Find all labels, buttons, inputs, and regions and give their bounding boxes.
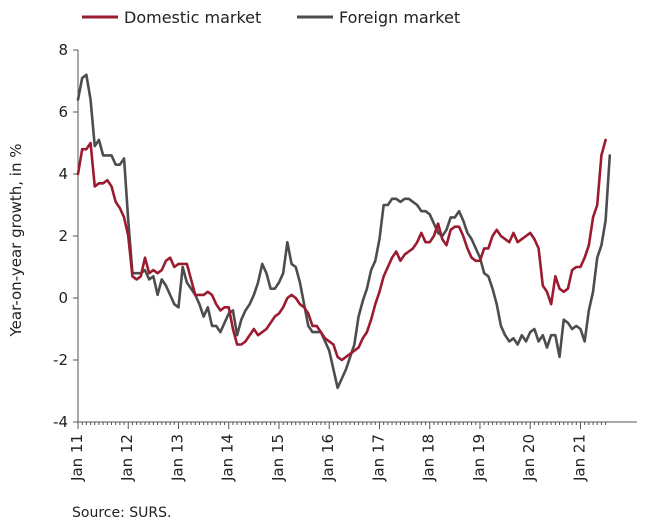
- y-tick-label: 6: [58, 103, 68, 121]
- x-tick-label: Jan 16: [319, 434, 337, 482]
- x-tick-label: Jan 11: [68, 434, 86, 482]
- y-axis-title: Year-on-year growth, in %: [7, 144, 25, 338]
- legend: Domestic market Foreign market: [82, 8, 460, 27]
- x-tick-label: Jan 18: [420, 434, 438, 482]
- x-tick-label: Jan 19: [470, 434, 488, 482]
- x-tick-label: Jan 12: [118, 434, 136, 482]
- series-line-foreign: [76, 73, 612, 390]
- y-tick-label: 8: [58, 41, 68, 59]
- x-tick-label: Jan 21: [570, 434, 588, 482]
- x-tick-label: Jan 15: [269, 434, 287, 482]
- legend-label-domestic: Domestic market: [124, 8, 261, 27]
- series-line-domestic: [76, 138, 607, 362]
- y-tick-label: 2: [58, 227, 68, 245]
- x-tick-label: Jan 20: [520, 434, 538, 482]
- x-tick-label: Jan 17: [369, 434, 387, 482]
- source-note: Source: SURS.: [72, 505, 172, 521]
- plot-area: -4 -2 0 2 4 6 8 Jan 11 Jan 12 Jan 13 Jan 14 Jan 15 J…: [53, 41, 637, 482]
- y-tick-label: -2: [53, 351, 68, 369]
- legend-label-foreign: Foreign market: [339, 8, 460, 27]
- x-tick-label: Jan 14: [219, 434, 237, 482]
- y-tick-label: 0: [58, 289, 68, 307]
- x-tick-label: Jan 13: [168, 434, 186, 482]
- y-tick-label: 4: [58, 165, 68, 183]
- y-tick-label: -4: [53, 413, 68, 431]
